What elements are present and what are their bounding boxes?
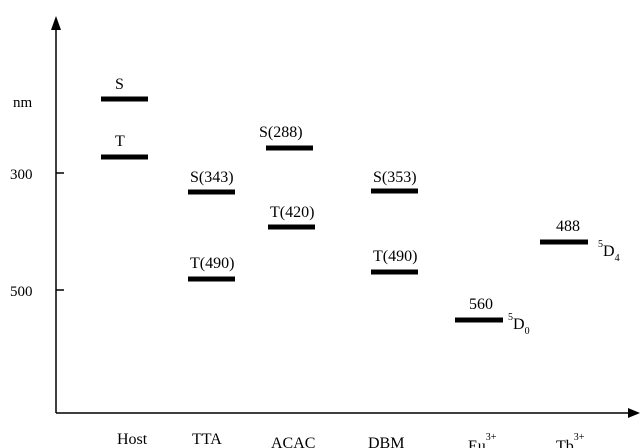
level-label-dbm-s: S(353) xyxy=(373,169,417,186)
level-label-host-s: S xyxy=(115,76,124,93)
state-label-eu: 5D0 xyxy=(508,312,530,337)
column-label-eu: Eu3+ xyxy=(468,432,497,448)
level-label-tb: 488 xyxy=(556,218,580,235)
y-tick-label-500: 500 xyxy=(10,284,33,300)
column-label-host: Host xyxy=(117,431,148,448)
column-label-dbm: DBM xyxy=(368,435,404,448)
level-label-tta-t: T(490) xyxy=(190,255,234,272)
y-unit-label: nm xyxy=(13,95,33,111)
level-label-host-t: T xyxy=(115,133,125,150)
column-label-acac: ACAC xyxy=(271,435,315,448)
state-label-tb: 5D4 xyxy=(598,239,620,264)
level-label-acac-t: T(420) xyxy=(270,204,314,221)
x-axis-arrowhead xyxy=(628,408,640,418)
level-label-acac-s: S(288) xyxy=(259,124,303,141)
level-label-tta-s: S(343) xyxy=(190,169,234,186)
y-axis-arrowhead xyxy=(51,16,61,30)
y-tick-label-300: 300 xyxy=(10,167,33,183)
level-label-dbm-t: T(490) xyxy=(373,248,417,265)
level-label-eu: 560 xyxy=(469,296,493,313)
column-label-tb: Tb3+ xyxy=(556,432,585,448)
column-label-tta: TTA xyxy=(192,431,222,448)
